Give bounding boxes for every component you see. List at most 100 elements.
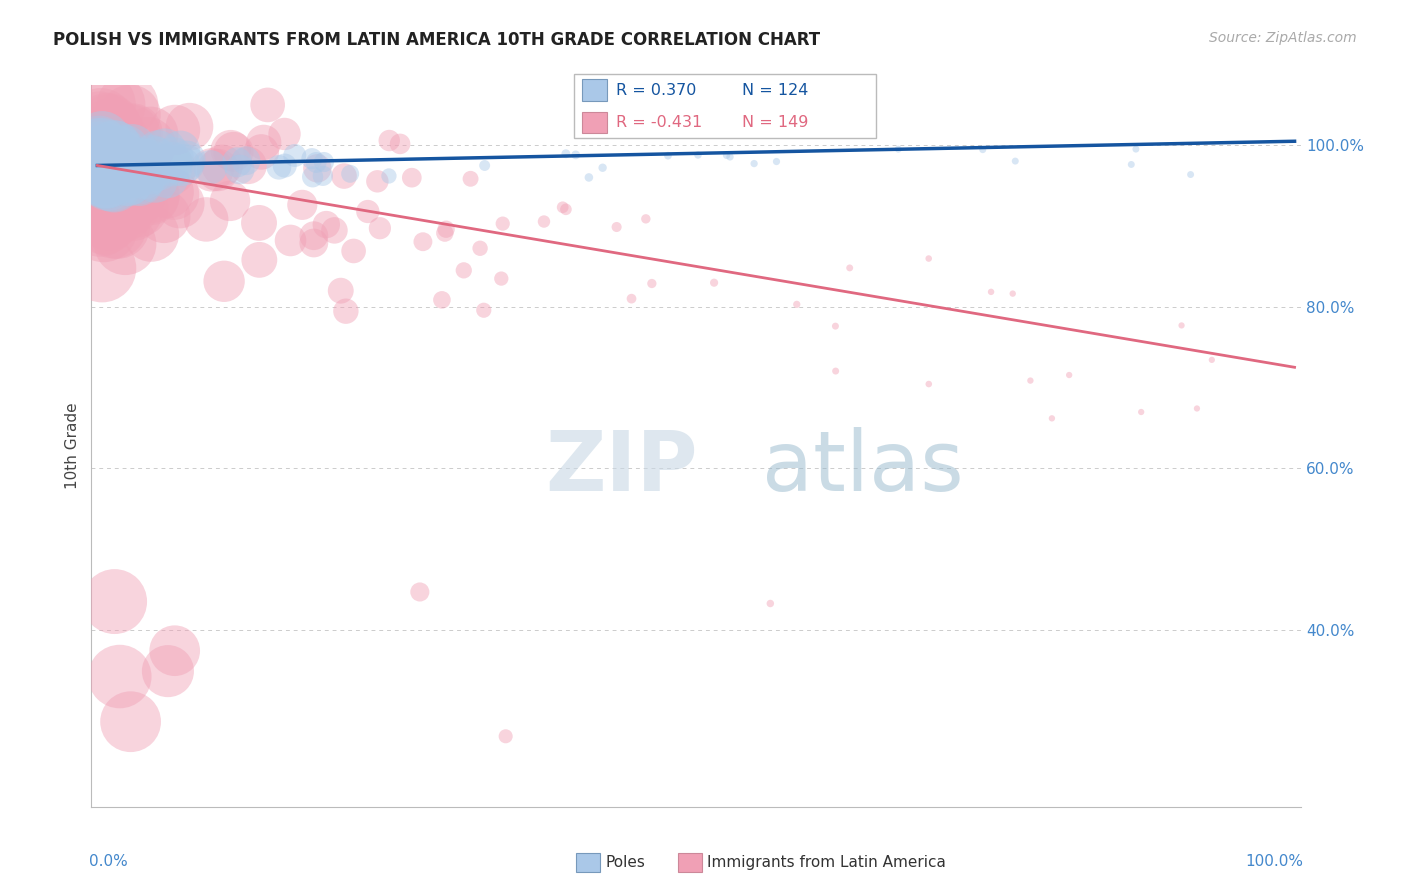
Point bbox=[323, 223, 346, 237]
Point bbox=[91, 133, 114, 147]
Point bbox=[329, 284, 352, 298]
Point bbox=[93, 221, 115, 235]
Point bbox=[93, 133, 115, 147]
Point bbox=[211, 158, 233, 172]
Point bbox=[89, 215, 111, 229]
Point bbox=[606, 219, 628, 234]
Point bbox=[93, 202, 115, 217]
Point bbox=[657, 149, 679, 163]
Point bbox=[87, 140, 110, 154]
Point bbox=[121, 142, 143, 156]
Point bbox=[124, 189, 146, 203]
Point bbox=[104, 594, 127, 608]
Point bbox=[96, 120, 118, 134]
Point bbox=[120, 714, 142, 729]
Point bbox=[551, 200, 574, 214]
Point bbox=[97, 155, 120, 169]
Point bbox=[918, 252, 941, 266]
Point bbox=[98, 124, 121, 138]
Point bbox=[110, 163, 132, 178]
Point bbox=[104, 169, 127, 183]
Point bbox=[107, 219, 129, 234]
Point bbox=[132, 155, 155, 169]
Point bbox=[91, 206, 114, 220]
Point bbox=[103, 140, 125, 154]
Point bbox=[378, 134, 401, 148]
Point bbox=[91, 133, 114, 147]
Point bbox=[280, 234, 302, 248]
Point bbox=[100, 169, 122, 184]
Point bbox=[97, 161, 120, 176]
Point bbox=[89, 152, 111, 166]
Text: POLISH VS IMMIGRANTS FROM LATIN AMERICA 10TH GRADE CORRELATION CHART: POLISH VS IMMIGRANTS FROM LATIN AMERICA … bbox=[53, 31, 821, 49]
Point bbox=[89, 155, 111, 169]
Point bbox=[472, 303, 495, 318]
Point bbox=[389, 136, 412, 151]
Text: atlas: atlas bbox=[762, 427, 965, 508]
Text: Source: ZipAtlas.com: Source: ZipAtlas.com bbox=[1209, 31, 1357, 45]
Point bbox=[87, 161, 110, 176]
Point bbox=[554, 146, 576, 161]
Point bbox=[533, 214, 555, 228]
Point bbox=[91, 188, 114, 202]
Point bbox=[824, 319, 846, 334]
Point bbox=[176, 153, 198, 167]
Point bbox=[253, 136, 276, 150]
Point bbox=[132, 156, 155, 170]
Point bbox=[146, 161, 169, 176]
Point bbox=[368, 221, 391, 235]
Point bbox=[136, 138, 159, 153]
Point bbox=[495, 729, 517, 743]
Point bbox=[273, 127, 295, 141]
Point bbox=[127, 162, 149, 177]
Text: Poles: Poles bbox=[606, 855, 645, 870]
Point bbox=[117, 159, 139, 173]
Point bbox=[430, 293, 453, 307]
Point bbox=[378, 169, 401, 183]
Point bbox=[343, 244, 366, 258]
Point bbox=[103, 219, 125, 234]
Point bbox=[474, 159, 496, 173]
Point bbox=[87, 151, 110, 165]
Point bbox=[93, 133, 115, 147]
Point bbox=[110, 149, 132, 163]
Point bbox=[96, 173, 118, 187]
Point bbox=[163, 123, 186, 137]
Point bbox=[98, 157, 121, 171]
Point bbox=[162, 151, 184, 165]
Point bbox=[256, 98, 278, 112]
Point bbox=[492, 217, 515, 231]
Point bbox=[412, 235, 434, 249]
Point bbox=[226, 155, 249, 169]
Text: 100.0%: 100.0% bbox=[1244, 855, 1303, 869]
Point bbox=[716, 148, 738, 162]
Point bbox=[89, 153, 111, 167]
Point bbox=[104, 141, 127, 155]
Point bbox=[838, 260, 860, 275]
Point bbox=[267, 161, 290, 175]
Point bbox=[90, 140, 112, 154]
Point bbox=[112, 144, 135, 158]
Point bbox=[128, 175, 150, 189]
Point bbox=[91, 156, 114, 170]
Point bbox=[98, 194, 121, 208]
Point bbox=[101, 98, 124, 112]
Point bbox=[357, 204, 380, 219]
Point bbox=[132, 169, 155, 183]
Point bbox=[122, 166, 145, 180]
Point bbox=[335, 304, 357, 318]
Point bbox=[90, 155, 112, 169]
Point bbox=[212, 274, 235, 288]
Point bbox=[125, 158, 148, 172]
Point bbox=[291, 198, 314, 212]
Point bbox=[94, 166, 117, 180]
Point bbox=[247, 252, 270, 267]
Point bbox=[117, 174, 139, 188]
Point bbox=[104, 158, 127, 172]
Point bbox=[170, 160, 193, 174]
Point bbox=[453, 263, 475, 277]
Point bbox=[96, 148, 118, 162]
Point bbox=[96, 134, 118, 148]
Point bbox=[87, 162, 110, 177]
Point bbox=[96, 157, 118, 171]
